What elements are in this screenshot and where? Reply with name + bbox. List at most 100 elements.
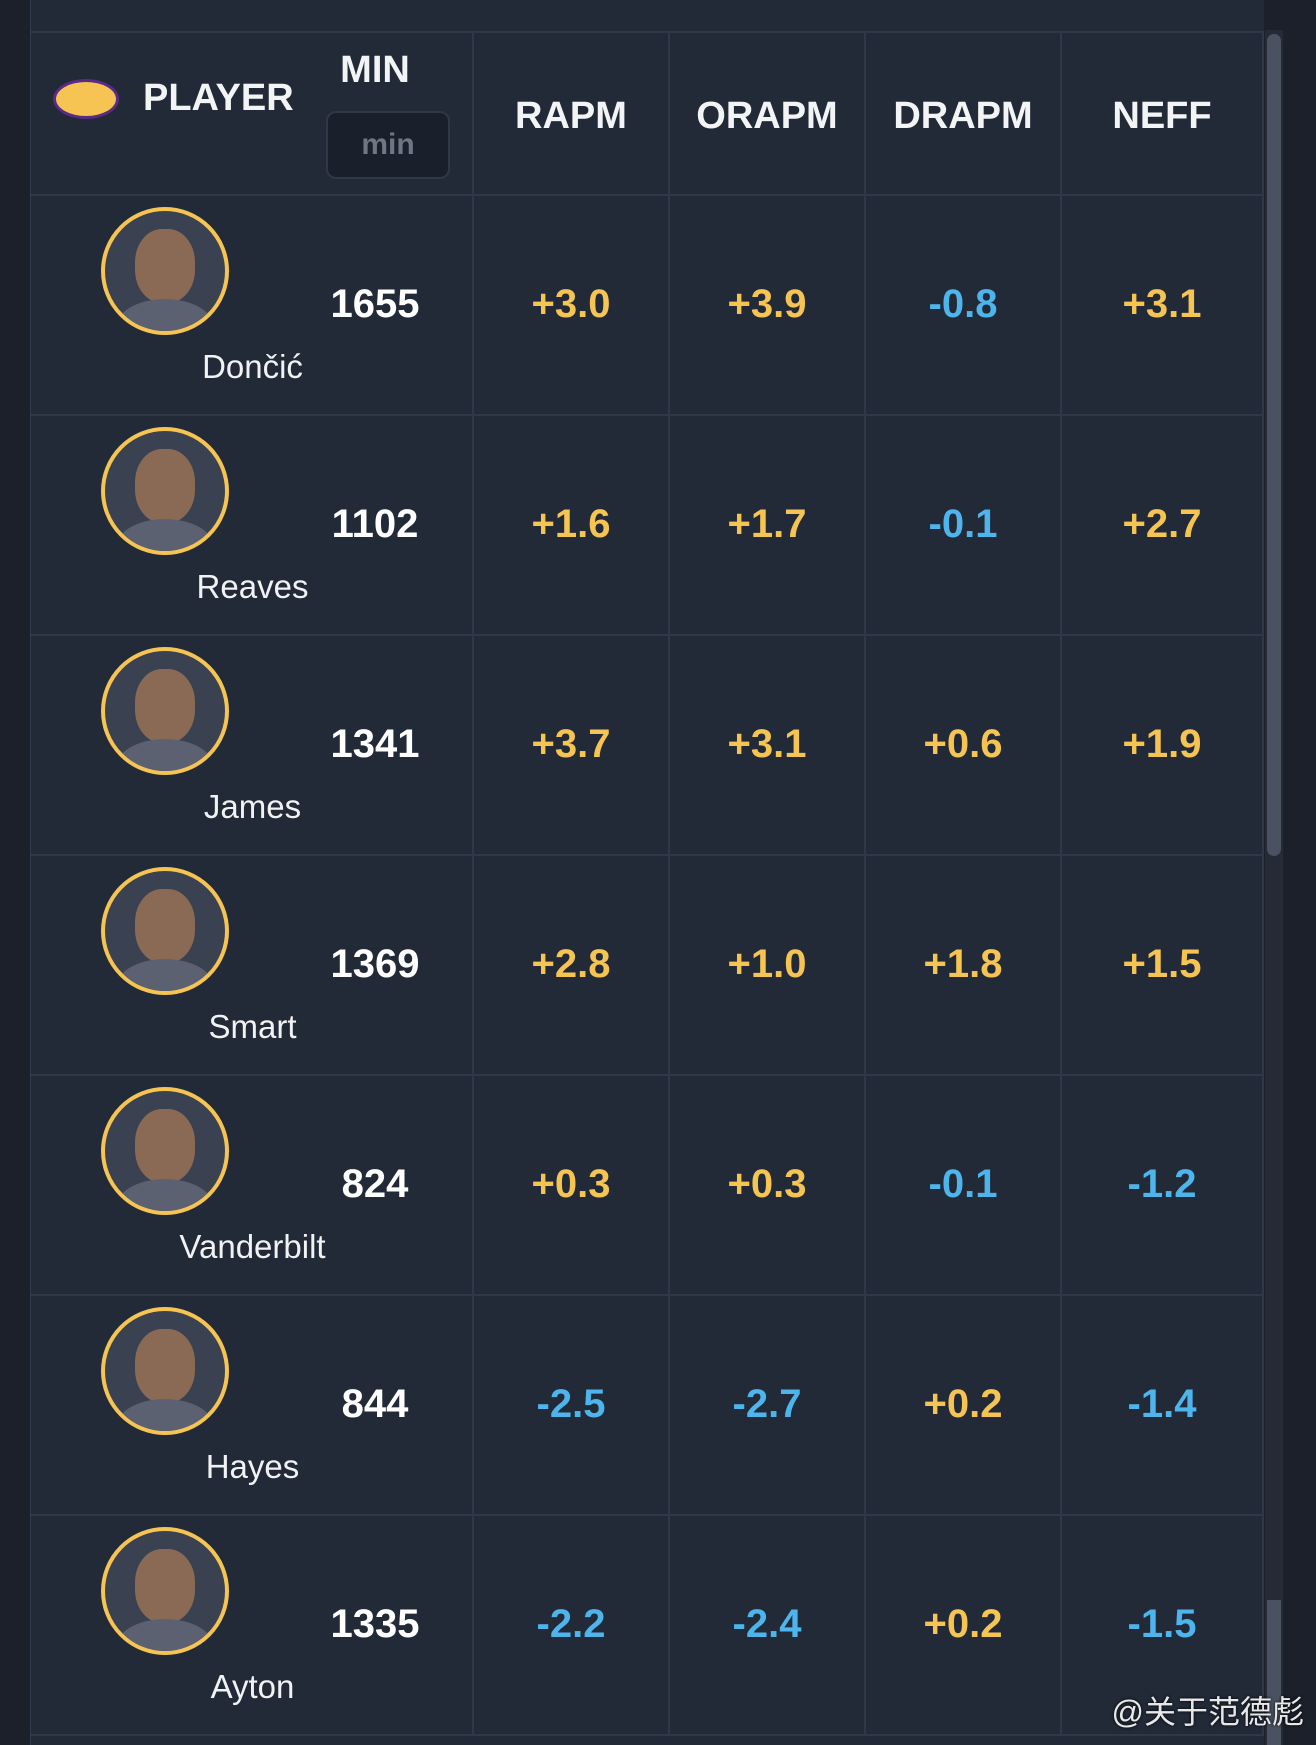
stat-value: +0.3 [727,1162,807,1206]
stat-cell: +2.8 [474,856,670,1076]
player-name: Vanderbilt [179,1228,326,1265]
player-cell: Vanderbilt [31,1076,326,1296]
avatar-torso [115,1399,215,1431]
min-cell: 1335 [278,1516,474,1736]
stat-cell: +0.2 [866,1516,1062,1736]
stat-cell: +1.6 [474,416,670,636]
stat-cell: +0.2 [866,1296,1062,1516]
stat-cell: +1.8 [866,856,1062,1076]
stat-cell: -2.7 [670,1296,866,1516]
scrollbar-thumb[interactable] [1267,34,1281,856]
player-name: Smart [208,1008,297,1045]
header-cell: DRAPM [866,31,1062,196]
avatar-head [135,229,195,303]
stat-cell: +1.5 [1062,856,1264,1076]
stat-cell: +0.6 [866,636,1062,856]
player-avatar [101,1527,229,1655]
stat-value: +0.2 [923,1602,1003,1646]
avatar-head [135,1549,195,1623]
stat-value: +3.0 [531,282,611,326]
avatar-torso [115,1179,215,1211]
header-label[interactable]: RAPM [515,95,627,137]
minutes: 1369 [330,942,420,986]
stat-value: +3.1 [727,722,807,766]
minutes: 1341 [330,722,420,766]
stat-value: +0.2 [923,1382,1003,1426]
stat-cell: -2.5 [474,1296,670,1516]
player-name: Hayes [205,1448,300,1485]
min-filter-input[interactable]: min [326,111,450,179]
header-label[interactable]: DRAPM [893,95,1033,137]
stat-value: -0.1 [928,502,998,546]
stat-value: -2.5 [536,1382,606,1426]
stat-cell: -1.2 [1062,1076,1264,1296]
stat-cell: +3.9 [670,196,866,416]
avatar-head [135,669,195,743]
avatar-head [135,1329,195,1403]
stat-cell: +0.3 [670,1076,866,1296]
avatar-head [135,449,195,523]
stat-value: +2.8 [531,942,611,986]
avatar-head [135,889,195,963]
player-avatar [101,1087,229,1215]
stat-value: -2.2 [536,1602,606,1646]
stat-value: +3.7 [531,722,611,766]
stat-cell: +3.1 [670,636,866,856]
player-avatar [101,867,229,995]
stat-value: -2.4 [732,1602,802,1646]
header-cell: RAPM [474,31,670,196]
stats-table: PLAYER MIN RAPM ORAPM DRAPM NEFF Dončić 1655 +3.… [30,0,1264,1745]
stat-cell: +0.3 [474,1076,670,1296]
stat-value: +0.3 [531,1162,611,1206]
stat-value: +1.9 [1122,722,1202,766]
player-name: Reaves [196,568,309,605]
stat-cell: +3.0 [474,196,670,416]
min-cell: 1369 [278,856,474,1076]
stat-cell: +1.7 [670,416,866,636]
stat-value: -0.1 [928,1162,998,1206]
avatar-torso [115,299,215,331]
header-player: PLAYER [31,31,294,196]
header-label[interactable]: NEFF [1112,95,1212,137]
stat-cell: -0.8 [866,196,1062,416]
stat-cell: +3.1 [1062,196,1264,416]
min-cell: 1102 [278,416,474,636]
stat-cell: -0.1 [866,416,1062,636]
player-cell: Smart [31,856,297,1076]
avatar-torso [115,519,215,551]
header-cell: ORAPM [670,31,866,196]
avatar-torso [115,959,215,991]
stat-value: -1.2 [1127,1162,1197,1206]
minutes: 1102 [331,502,419,546]
stat-value: +2.7 [1122,502,1202,546]
watermark: @关于范德彪 [1111,1694,1305,1730]
header-label: PLAYER [143,77,294,119]
header-label: MIN [340,49,410,91]
avatar-torso [115,1619,215,1651]
stat-value: -1.4 [1127,1382,1197,1426]
stat-cell: -2.2 [474,1516,670,1736]
stat-cell: +3.7 [474,636,670,856]
player-cell: Dončić [31,196,303,416]
avatar-torso [115,739,215,771]
stat-value: +1.0 [727,942,807,986]
scrollbar-thumb-lower [1267,1600,1281,1745]
player-name: Ayton [210,1668,295,1705]
stat-cell: -1.5 [1062,1516,1264,1736]
stat-value: +3.1 [1122,282,1202,326]
min-cell: 1341 [278,636,474,856]
player-cell: Reaves [31,416,308,636]
player-name: James [203,788,302,825]
player-avatar [101,1307,229,1435]
stat-value: +3.9 [727,282,807,326]
stat-cell: +2.7 [1062,416,1264,636]
player-name: Dončić [202,348,303,385]
stat-cell: -1.4 [1062,1296,1264,1516]
avatar-head [135,1109,195,1183]
header-min: MIN [278,31,474,196]
minutes: 824 [341,1162,409,1206]
stat-cell: +1.9 [1062,636,1264,856]
header-label[interactable]: ORAPM [696,95,838,137]
stat-value: +1.5 [1122,942,1202,986]
